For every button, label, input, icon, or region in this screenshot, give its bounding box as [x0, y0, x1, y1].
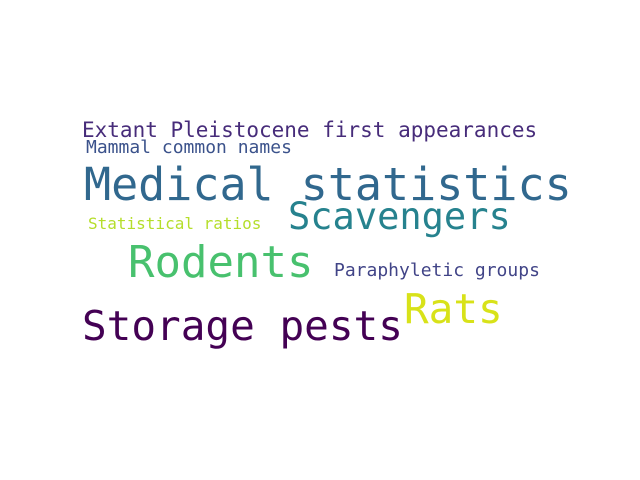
- word-mammal-common-names: Mammal common names: [86, 137, 292, 158]
- word-rodents: Rodents: [128, 237, 314, 288]
- word-statistical-ratios: Statistical ratios: [88, 214, 262, 233]
- word-storage-pests: Storage pests: [82, 302, 403, 350]
- word-paraphyletic-groups: Paraphyletic groups: [334, 260, 540, 281]
- word-rats: Rats: [404, 285, 503, 333]
- word-medical-statistics: Medical statistics: [84, 158, 572, 211]
- word-scavengers: Scavengers: [288, 195, 511, 238]
- word-extant-pleistocene-first-appearances: Extant Pleistocene first appearances: [82, 118, 538, 142]
